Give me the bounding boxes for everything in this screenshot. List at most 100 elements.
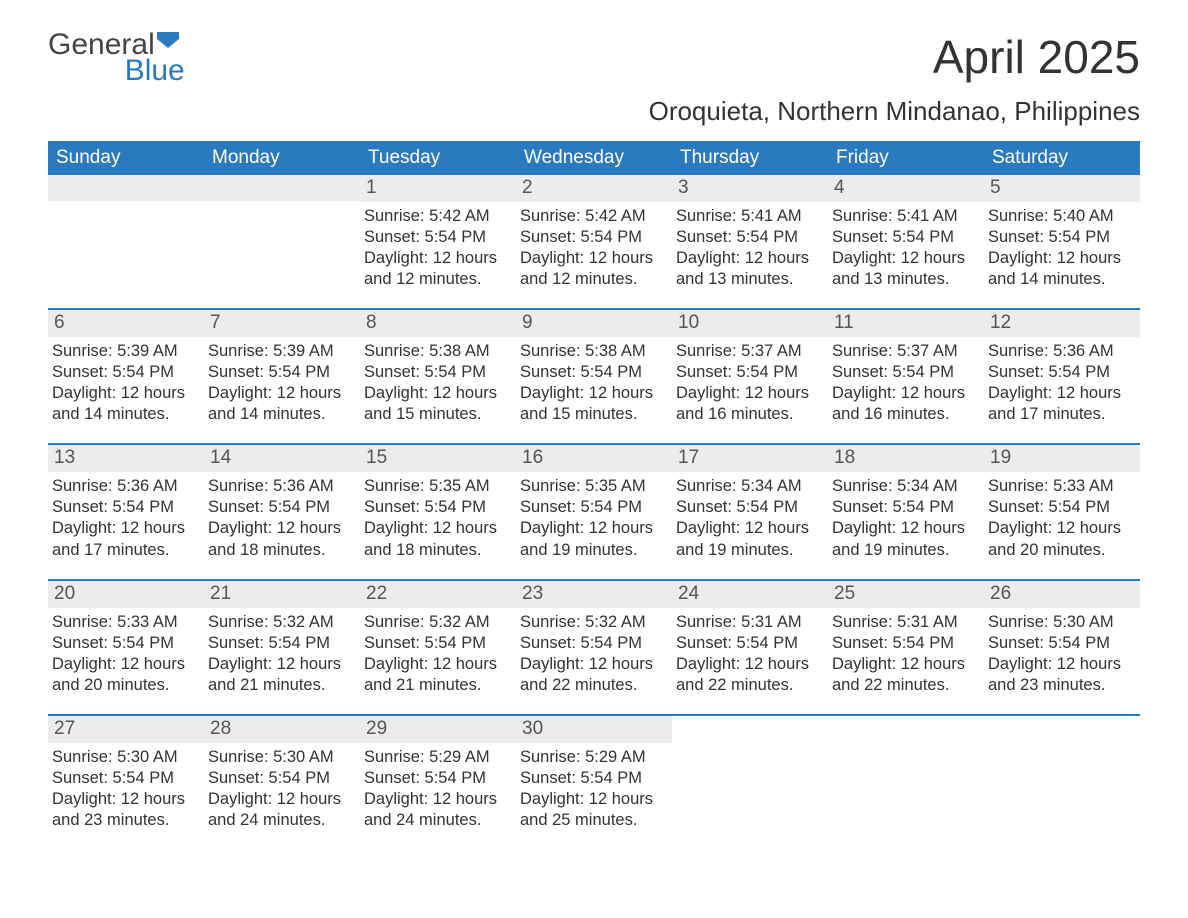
- calendar-cell: 15Sunrise: 5:35 AMSunset: 5:54 PMDayligh…: [360, 445, 516, 560]
- day-number: 12: [984, 310, 1140, 337]
- calendar-cell: 1Sunrise: 5:42 AMSunset: 5:54 PMDaylight…: [360, 175, 516, 290]
- sunset-line: Sunset: 5:54 PM: [520, 362, 668, 383]
- daylight-line: Daylight: 12 hours and 19 minutes.: [832, 518, 980, 560]
- sunrise-line: Sunrise: 5:39 AM: [52, 341, 200, 362]
- day-info: Sunrise: 5:31 AMSunset: 5:54 PMDaylight:…: [828, 608, 984, 696]
- sunset-line: Sunset: 5:54 PM: [676, 227, 824, 248]
- sunrise-line: Sunrise: 5:38 AM: [520, 341, 668, 362]
- day-number: 9: [516, 310, 672, 337]
- day-number: 30: [516, 716, 672, 743]
- sunset-line: Sunset: 5:54 PM: [520, 633, 668, 654]
- calendar-cell: [828, 716, 984, 831]
- day-number: [984, 716, 1140, 742]
- sunrise-line: Sunrise: 5:34 AM: [832, 476, 980, 497]
- daylight-line: Daylight: 12 hours and 21 minutes.: [208, 654, 356, 696]
- sunrise-line: Sunrise: 5:37 AM: [832, 341, 980, 362]
- day-info: Sunrise: 5:34 AMSunset: 5:54 PMDaylight:…: [828, 472, 984, 560]
- day-info: Sunrise: 5:30 AMSunset: 5:54 PMDaylight:…: [48, 743, 204, 831]
- sunset-line: Sunset: 5:54 PM: [364, 768, 512, 789]
- day-number: 22: [360, 581, 516, 608]
- calendar-cell: 18Sunrise: 5:34 AMSunset: 5:54 PMDayligh…: [828, 445, 984, 560]
- day-info: Sunrise: 5:30 AMSunset: 5:54 PMDaylight:…: [984, 608, 1140, 696]
- sunset-line: Sunset: 5:54 PM: [832, 633, 980, 654]
- day-info: Sunrise: 5:33 AMSunset: 5:54 PMDaylight:…: [984, 472, 1140, 560]
- sunrise-line: Sunrise: 5:31 AM: [676, 612, 824, 633]
- sunrise-line: Sunrise: 5:37 AM: [676, 341, 824, 362]
- day-info: Sunrise: 5:29 AMSunset: 5:54 PMDaylight:…: [516, 743, 672, 831]
- sunrise-line: Sunrise: 5:29 AM: [520, 747, 668, 768]
- calendar-cell: 8Sunrise: 5:38 AMSunset: 5:54 PMDaylight…: [360, 310, 516, 425]
- calendar-cell: 12Sunrise: 5:36 AMSunset: 5:54 PMDayligh…: [984, 310, 1140, 425]
- calendar-cell: 19Sunrise: 5:33 AMSunset: 5:54 PMDayligh…: [984, 445, 1140, 560]
- sunrise-line: Sunrise: 5:41 AM: [832, 206, 980, 227]
- day-number: 15: [360, 445, 516, 472]
- calendar-cell: 3Sunrise: 5:41 AMSunset: 5:54 PMDaylight…: [672, 175, 828, 290]
- daylight-line: Daylight: 12 hours and 24 minutes.: [364, 789, 512, 831]
- daylight-line: Daylight: 12 hours and 18 minutes.: [364, 518, 512, 560]
- day-number: 21: [204, 581, 360, 608]
- day-number: 25: [828, 581, 984, 608]
- daylight-line: Daylight: 12 hours and 12 minutes.: [520, 248, 668, 290]
- sunrise-line: Sunrise: 5:34 AM: [676, 476, 824, 497]
- daylight-line: Daylight: 12 hours and 22 minutes.: [832, 654, 980, 696]
- sunrise-line: Sunrise: 5:31 AM: [832, 612, 980, 633]
- calendar-cell: 29Sunrise: 5:29 AMSunset: 5:54 PMDayligh…: [360, 716, 516, 831]
- day-number: 14: [204, 445, 360, 472]
- sunrise-line: Sunrise: 5:30 AM: [208, 747, 356, 768]
- sunset-line: Sunset: 5:54 PM: [520, 227, 668, 248]
- day-number: 17: [672, 445, 828, 472]
- calendar-cell: 24Sunrise: 5:31 AMSunset: 5:54 PMDayligh…: [672, 581, 828, 696]
- sunrise-line: Sunrise: 5:35 AM: [520, 476, 668, 497]
- daylight-line: Daylight: 12 hours and 14 minutes.: [988, 248, 1136, 290]
- day-info: Sunrise: 5:41 AMSunset: 5:54 PMDaylight:…: [672, 202, 828, 290]
- day-number: 18: [828, 445, 984, 472]
- day-info: Sunrise: 5:32 AMSunset: 5:54 PMDaylight:…: [360, 608, 516, 696]
- calendar-cell: [984, 716, 1140, 831]
- weekday-header: Sunday: [48, 141, 204, 175]
- calendar-cell: 2Sunrise: 5:42 AMSunset: 5:54 PMDaylight…: [516, 175, 672, 290]
- day-number: 29: [360, 716, 516, 743]
- daylight-line: Daylight: 12 hours and 23 minutes.: [52, 789, 200, 831]
- daylight-line: Daylight: 12 hours and 17 minutes.: [988, 383, 1136, 425]
- daylight-line: Daylight: 12 hours and 23 minutes.: [988, 654, 1136, 696]
- day-info: Sunrise: 5:37 AMSunset: 5:54 PMDaylight:…: [672, 337, 828, 425]
- calendar-cell: 17Sunrise: 5:34 AMSunset: 5:54 PMDayligh…: [672, 445, 828, 560]
- daylight-line: Daylight: 12 hours and 22 minutes.: [520, 654, 668, 696]
- daylight-line: Daylight: 12 hours and 13 minutes.: [832, 248, 980, 290]
- sunrise-line: Sunrise: 5:41 AM: [676, 206, 824, 227]
- calendar-cell: [672, 716, 828, 831]
- daylight-line: Daylight: 12 hours and 18 minutes.: [208, 518, 356, 560]
- day-info: Sunrise: 5:29 AMSunset: 5:54 PMDaylight:…: [360, 743, 516, 831]
- day-number: 19: [984, 445, 1140, 472]
- calendar-cell: 25Sunrise: 5:31 AMSunset: 5:54 PMDayligh…: [828, 581, 984, 696]
- calendar-cell: 11Sunrise: 5:37 AMSunset: 5:54 PMDayligh…: [828, 310, 984, 425]
- day-number: 13: [48, 445, 204, 472]
- sunset-line: Sunset: 5:54 PM: [208, 362, 356, 383]
- sunset-line: Sunset: 5:54 PM: [988, 362, 1136, 383]
- daylight-line: Daylight: 12 hours and 19 minutes.: [676, 518, 824, 560]
- day-number: 4: [828, 175, 984, 202]
- sunrise-line: Sunrise: 5:32 AM: [520, 612, 668, 633]
- day-info: Sunrise: 5:35 AMSunset: 5:54 PMDaylight:…: [360, 472, 516, 560]
- daylight-line: Daylight: 12 hours and 20 minutes.: [52, 654, 200, 696]
- daylight-line: Daylight: 12 hours and 25 minutes.: [520, 789, 668, 831]
- calendar-cell: 28Sunrise: 5:30 AMSunset: 5:54 PMDayligh…: [204, 716, 360, 831]
- day-info: Sunrise: 5:36 AMSunset: 5:54 PMDaylight:…: [204, 472, 360, 560]
- calendar-cell: 21Sunrise: 5:32 AMSunset: 5:54 PMDayligh…: [204, 581, 360, 696]
- sunset-line: Sunset: 5:54 PM: [988, 227, 1136, 248]
- day-number: 8: [360, 310, 516, 337]
- sunrise-line: Sunrise: 5:42 AM: [364, 206, 512, 227]
- daylight-line: Daylight: 12 hours and 13 minutes.: [676, 248, 824, 290]
- daylight-line: Daylight: 12 hours and 16 minutes.: [676, 383, 824, 425]
- weekday-header-row: SundayMondayTuesdayWednesdayThursdayFrid…: [48, 141, 1140, 175]
- day-number: 10: [672, 310, 828, 337]
- sunset-line: Sunset: 5:54 PM: [832, 497, 980, 518]
- weekday-header: Thursday: [672, 141, 828, 175]
- day-info: Sunrise: 5:39 AMSunset: 5:54 PMDaylight:…: [204, 337, 360, 425]
- daylight-line: Daylight: 12 hours and 15 minutes.: [520, 383, 668, 425]
- calendar-cell: 6Sunrise: 5:39 AMSunset: 5:54 PMDaylight…: [48, 310, 204, 425]
- day-info: Sunrise: 5:36 AMSunset: 5:54 PMDaylight:…: [48, 472, 204, 560]
- daylight-line: Daylight: 12 hours and 19 minutes.: [520, 518, 668, 560]
- location-subtitle: Oroquieta, Northern Mindanao, Philippine…: [48, 96, 1140, 127]
- day-info: Sunrise: 5:41 AMSunset: 5:54 PMDaylight:…: [828, 202, 984, 290]
